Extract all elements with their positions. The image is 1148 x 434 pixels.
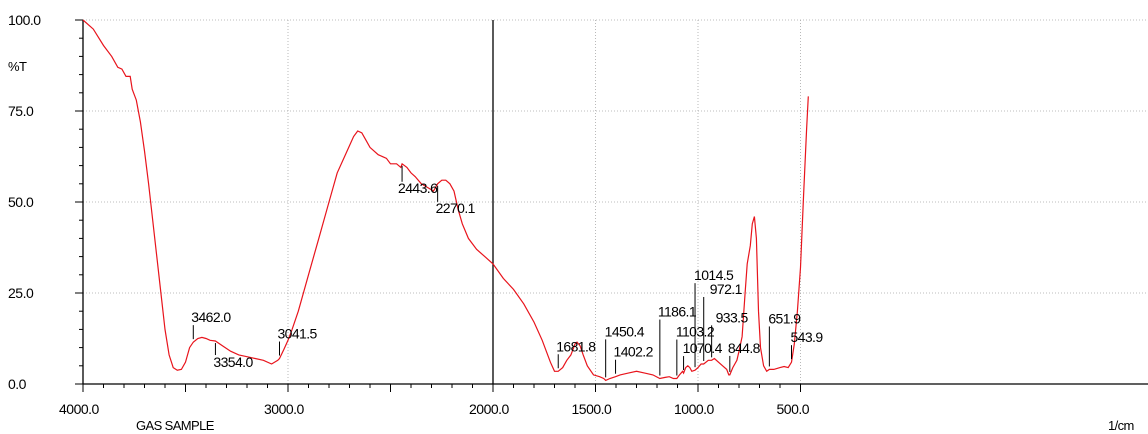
x-tick-label: 4000.0 [59, 401, 100, 417]
peak-label: 1402.2 [614, 344, 654, 360]
peak-label: 1070.4 [683, 340, 723, 356]
y-tick-label: 50.0 [8, 194, 34, 210]
x-tick-label: 2000.0 [469, 401, 510, 417]
peak-label: 1103.2 [676, 324, 715, 340]
peak-label: 1450.4 [605, 323, 645, 339]
peak-label: 651.9 [768, 310, 801, 326]
peak-label: 3354.0 [213, 354, 253, 370]
peak-label: 2443.6 [398, 180, 438, 196]
peak-label: 3462.0 [191, 309, 231, 325]
peak-label: 543.9 [791, 329, 824, 345]
axes [75, 19, 1148, 392]
y-tick-label: 100.0 [8, 12, 41, 28]
y-tick-label: 0.0 [8, 376, 27, 392]
peak-label: 1014.5 [694, 267, 734, 283]
tick-labels: 0.0 25.0 50.0 75.0 100.0 4000.0 3000.0 2000.0 15… [8, 12, 810, 417]
spectrum-line [82, 19, 809, 382]
y-tick-label: 75.0 [8, 103, 34, 119]
peak-label: 3041.5 [277, 326, 317, 342]
x-tick-label: 500.0 [777, 401, 810, 417]
y-tick-label: 25.0 [8, 285, 34, 301]
y-axis-label: %T [8, 59, 27, 74]
peak-label: 2270.1 [436, 200, 476, 216]
x-tick-label: 3000.0 [264, 401, 305, 417]
peak-markers: 3462.0 3354.0 3041.5 2443.6 2270.1 1681.8 1450… [191, 165, 824, 378]
sample-label: GAS SAMPLE [136, 418, 215, 433]
peak-label: 933.5 [716, 309, 749, 325]
peak-label: 844.8 [728, 340, 761, 356]
x-tick-label: 1500.0 [572, 401, 613, 417]
peak-label: 1186.1 [658, 304, 697, 320]
x-tick-label: 1000.0 [674, 401, 715, 417]
gridlines [83, 19, 1148, 384]
peak-label: 972.1 [710, 281, 743, 297]
peak-label: 1681.8 [556, 338, 596, 354]
x-axis-unit-label: 1/cm [1108, 418, 1134, 433]
